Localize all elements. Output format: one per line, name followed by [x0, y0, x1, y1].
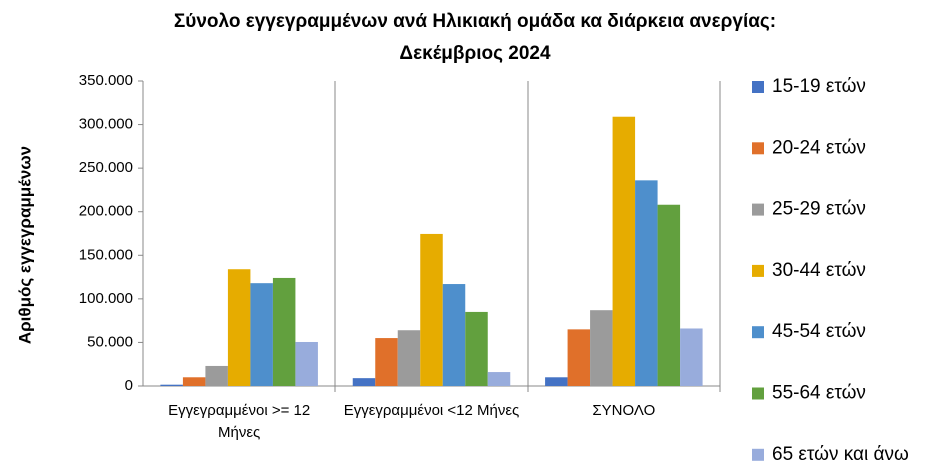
- y-tick-label: 150.000: [79, 246, 133, 263]
- y-tick-label: 50.000: [87, 333, 133, 350]
- bar: [680, 328, 703, 386]
- bar: [420, 233, 443, 386]
- legend-swatch: [752, 203, 764, 216]
- bar: [487, 372, 511, 386]
- legend-swatch: [752, 142, 764, 155]
- bar: [205, 365, 228, 386]
- chart-title: Σύνολο εγγεγραμμένων ανά Ηλικιακή ομάδα …: [174, 11, 776, 32]
- x-tick-label: Εγγεγραμμένοι >= 12 Μήνες: [168, 402, 311, 441]
- y-tick-label: 0: [125, 377, 133, 394]
- bar: [590, 310, 613, 386]
- bar: [227, 269, 251, 386]
- y-tick-label: 350.000: [79, 72, 133, 89]
- bar: [442, 284, 466, 386]
- y-tick-label: 100.000: [79, 290, 133, 307]
- legend-label: 30-44 ετών: [772, 260, 866, 281]
- legend-swatch: [752, 387, 764, 400]
- chart-title: Δεκέμβριος 2024: [399, 43, 551, 64]
- bar: [567, 329, 591, 386]
- bar: [397, 330, 421, 386]
- y-tick-label: 200.000: [79, 203, 133, 220]
- bar: [272, 277, 296, 386]
- bar: [160, 384, 183, 386]
- legend-label: 20-24 ετών: [772, 137, 866, 158]
- legend-swatch: [752, 264, 764, 277]
- legend-swatch: [752, 81, 764, 93]
- legend-label: 45-54 ετών: [772, 321, 866, 342]
- bar: [657, 204, 681, 386]
- legend-swatch: [752, 448, 764, 461]
- x-tick-label: ΣΥΝΟΛΟ: [592, 402, 656, 419]
- bar: [352, 378, 376, 386]
- legend-label: 15-19 ετών: [772, 76, 866, 97]
- bar: [375, 338, 398, 386]
- x-tick-label: Εγγεγραμμένοι <12 Μήνες: [343, 402, 520, 419]
- legend-label: 55-64 ετών: [772, 383, 866, 404]
- bar: [612, 116, 636, 386]
- legend-label: 65 ετών και άνω: [772, 444, 909, 465]
- legend-swatch: [752, 326, 764, 339]
- y-tick-label: 300.000: [79, 116, 133, 133]
- legend-label: 25-29 ετών: [772, 199, 866, 220]
- bar: [182, 377, 206, 386]
- bar: [250, 283, 273, 386]
- bar: [635, 180, 658, 386]
- bar: [295, 341, 318, 386]
- y-axis-label: Αριθμός εγγεγραμμένων: [15, 146, 34, 344]
- bar: [465, 311, 488, 386]
- y-tick-label: 250.000: [79, 159, 133, 176]
- bar: [545, 377, 568, 386]
